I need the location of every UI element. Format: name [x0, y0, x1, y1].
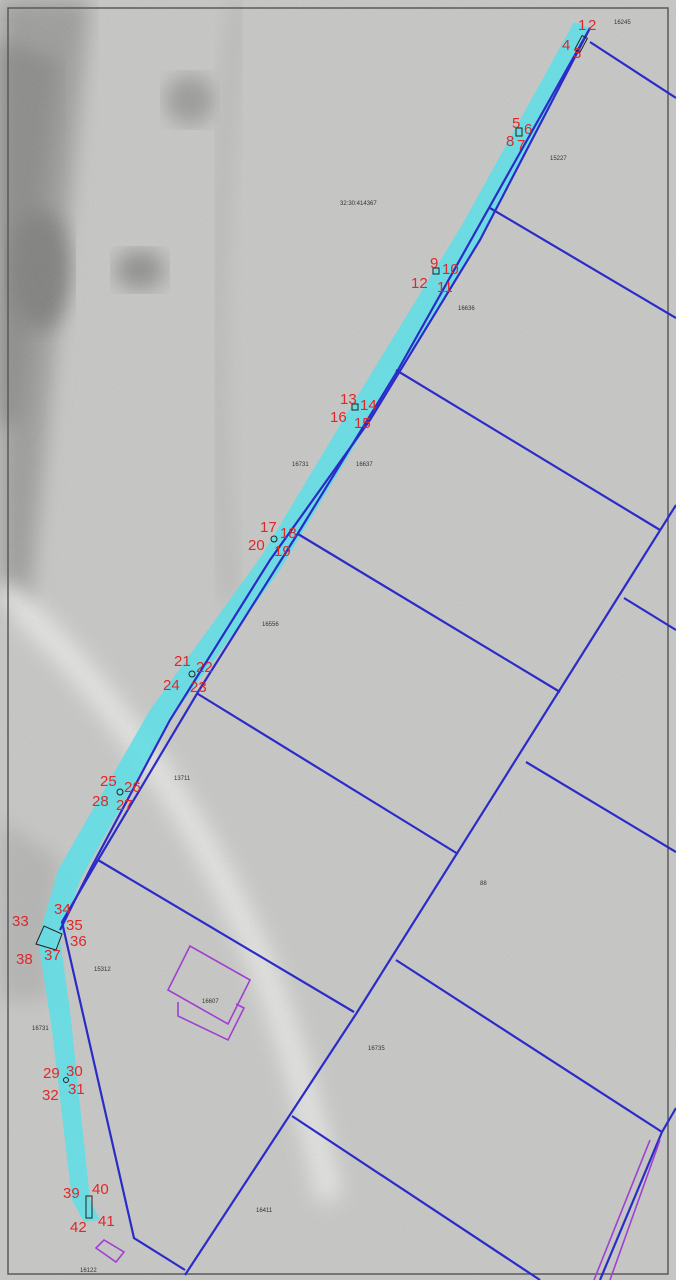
parcel-label: 16636	[458, 306, 475, 312]
parcel-label: 16556	[262, 622, 279, 628]
point-label: 5	[512, 115, 520, 132]
parcel-label: 16735	[368, 1046, 385, 1052]
point-label: 17	[260, 519, 277, 536]
point-label: 38	[16, 951, 33, 968]
point-markers	[35, 34, 589, 1219]
point-label: 27	[116, 797, 133, 814]
point-label: 21	[174, 653, 191, 670]
point-label: 10	[442, 261, 459, 278]
parcel-label: 15312	[94, 967, 111, 973]
parcel-label: 13711	[174, 776, 191, 782]
point-label: 41	[98, 1213, 115, 1230]
parcel-label: 16245	[614, 20, 631, 26]
parcel-label: 15227	[550, 156, 567, 162]
point-label: 31	[68, 1081, 85, 1098]
point-label: 4	[562, 37, 570, 54]
parcel-labels: 16245 32:30:414367 15227 16636 16731 166…	[32, 20, 631, 1274]
point-label: 1	[578, 17, 586, 34]
parcel-label: 88	[480, 881, 487, 887]
point-label: 39	[63, 1185, 80, 1202]
point-label: 30	[66, 1063, 83, 1080]
point-label: 32	[42, 1087, 59, 1104]
point-label: 35	[66, 917, 83, 934]
parcel-label: 16637	[356, 462, 373, 468]
point-label: 2	[588, 17, 596, 34]
point-label: 34	[54, 901, 71, 918]
point-label: 19	[274, 543, 291, 560]
parcel-label: 16122	[80, 1268, 97, 1274]
point-label: 6	[524, 121, 532, 138]
point-label: 3	[573, 45, 581, 62]
point-label: 37	[44, 947, 61, 964]
point-label: 11	[437, 279, 453, 296]
parcel-label: 32:30:414367	[340, 201, 377, 207]
point-label: 29	[43, 1065, 60, 1082]
buildings	[94, 944, 661, 1280]
point-label: 15	[354, 415, 371, 432]
point-label: 26	[124, 779, 141, 796]
point-label: 25	[100, 773, 117, 790]
point-label: 12	[411, 275, 428, 292]
parcel-label: 16607	[202, 999, 219, 1005]
point-label: 23	[190, 679, 207, 696]
point-label: 36	[70, 933, 87, 950]
point-labels: 1 2 3 4 5 6 7 8 9 10 11 12 13 14 15 16 1…	[12, 17, 596, 1236]
point-label: 18	[280, 525, 297, 542]
point-label: 8	[506, 133, 514, 150]
parcel-label: 16731	[32, 1026, 49, 1032]
point-label: 16	[330, 409, 347, 426]
point-label: 40	[92, 1181, 109, 1198]
point-label: 33	[12, 913, 29, 930]
point-label: 13	[340, 391, 357, 408]
point-label: 7	[517, 137, 525, 154]
point-label: 24	[163, 677, 180, 694]
point-label: 22	[196, 659, 213, 676]
parcel-label: 16731	[292, 462, 309, 468]
point-label: 9	[430, 255, 438, 272]
point-label: 28	[92, 793, 109, 810]
parcel-boundaries	[59, 27, 676, 1280]
point-label: 20	[248, 537, 265, 554]
point-label: 42	[70, 1219, 87, 1236]
point-label: 14	[360, 397, 377, 414]
parcel-label: 16411	[256, 1208, 273, 1214]
